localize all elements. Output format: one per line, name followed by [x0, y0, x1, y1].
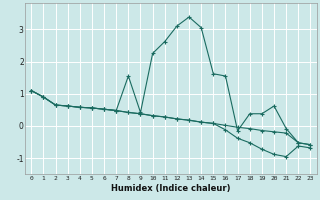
X-axis label: Humidex (Indice chaleur): Humidex (Indice chaleur) [111, 184, 231, 193]
